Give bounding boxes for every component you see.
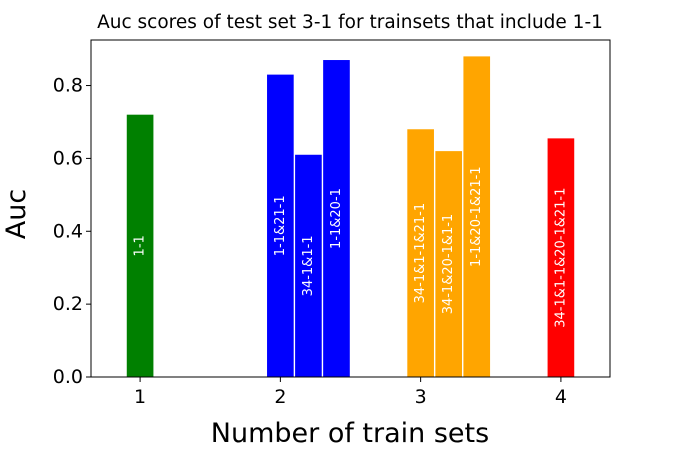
x-axis-title: Number of train sets bbox=[211, 418, 489, 449]
y-tick-label: 0.0 bbox=[53, 366, 83, 388]
bar bbox=[267, 74, 294, 377]
bar-label: 34-1&1-1&20-1&21-1 bbox=[553, 188, 568, 328]
bars-layer: 1-1 1-1&21-1 34-1&1-1 1-1&20-1 34-1&1-1&21-1… bbox=[126, 56, 575, 378]
bar bbox=[435, 151, 463, 377]
y-tick-label: 0.2 bbox=[53, 293, 83, 315]
bar bbox=[323, 60, 350, 377]
bar bbox=[547, 138, 575, 377]
bar bbox=[126, 114, 154, 377]
bar bbox=[295, 154, 322, 377]
bar-label: 1-1&21-1 bbox=[273, 195, 288, 256]
plot-frame bbox=[90, 39, 611, 378]
bar bbox=[407, 129, 434, 377]
bar-label: 34-1&20-1&1-1 bbox=[441, 214, 456, 315]
y-tick-label: 0.8 bbox=[53, 75, 83, 97]
x-tick-label: 4 bbox=[555, 386, 567, 408]
bar-label: 1-1&20-1 bbox=[329, 188, 344, 249]
x-tick-label: 2 bbox=[274, 386, 286, 408]
y-tick-label: 0.4 bbox=[53, 220, 83, 242]
x-tick-label: 1 bbox=[134, 386, 146, 408]
chart-title: Auc scores of test set 3-1 for trainsets… bbox=[97, 12, 603, 33]
y-axis-title: Auc bbox=[1, 189, 32, 239]
bar-label: 1-1 bbox=[133, 235, 148, 256]
bar-label: 1-1&20-1&21-1 bbox=[469, 166, 484, 267]
y-tick-label: 0.6 bbox=[53, 147, 83, 169]
bar bbox=[463, 56, 491, 378]
ticks-layer: 0.0 0.2 0.4 0.6 0.8 1 2 3 4 bbox=[53, 75, 567, 408]
bar-label: 34-1&1-1&21-1 bbox=[413, 203, 428, 304]
bar-label: 34-1&1-1 bbox=[301, 235, 316, 296]
x-tick-label: 3 bbox=[415, 386, 427, 408]
